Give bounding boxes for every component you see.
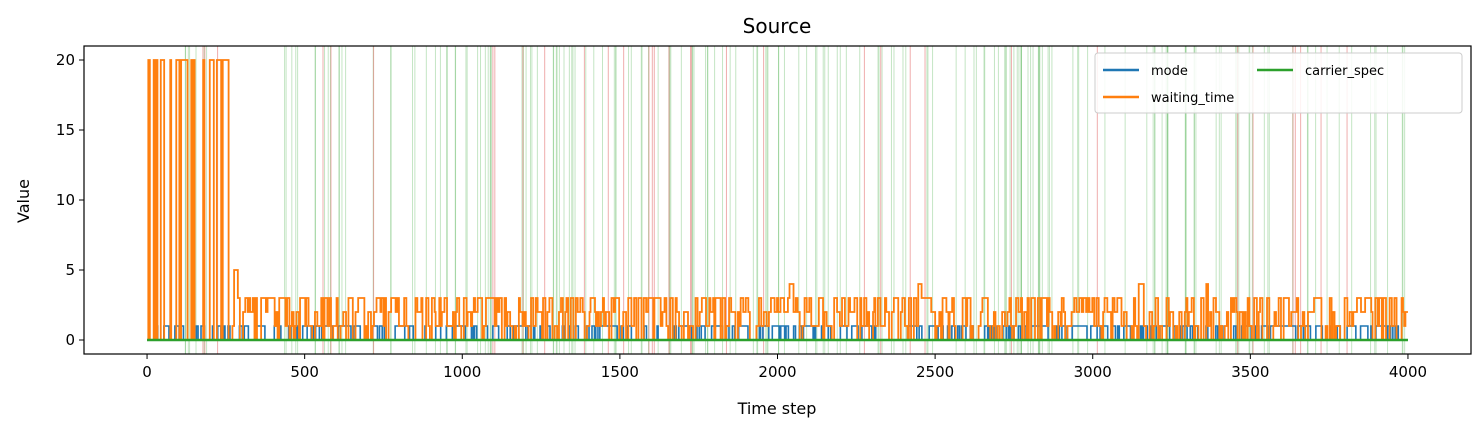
x-tick-label: 3500 <box>1231 363 1269 381</box>
y-tick-label: 10 <box>56 191 75 209</box>
legend-label-mode: mode <box>1151 64 1188 79</box>
x-axis-label: Time step <box>737 399 817 418</box>
x-tick-label: 0 <box>142 363 152 381</box>
x-tick-label: 4000 <box>1389 363 1427 381</box>
y-tick-label: 20 <box>56 51 75 69</box>
x-tick-label: 500 <box>290 363 319 381</box>
x-tick-label: 1000 <box>443 363 481 381</box>
x-axis: 0 500 1000 1500 2000 2500 3000 3500 4000 <box>142 354 1427 381</box>
x-tick-label: 3000 <box>1074 363 1112 381</box>
x-tick-label: 2000 <box>758 363 796 381</box>
legend-label-carrier-spec: carrier_spec <box>1305 64 1384 79</box>
legend: mode waiting_time carrier_spec <box>1094 52 1463 114</box>
y-tick-label: 0 <box>65 331 75 349</box>
y-axis: 0 5 10 15 20 <box>56 51 84 349</box>
legend-frame <box>1094 52 1463 114</box>
legend-label-waiting-time: waiting_time <box>1151 91 1234 106</box>
chart-title: Source <box>743 14 812 38</box>
y-axis-label: Value <box>14 179 33 223</box>
y-tick-label: 15 <box>56 121 75 139</box>
x-tick-label: 2500 <box>916 363 954 381</box>
y-tick-label: 5 <box>65 261 75 279</box>
series-layer <box>147 59 1408 342</box>
x-tick-label: 1500 <box>601 363 639 381</box>
